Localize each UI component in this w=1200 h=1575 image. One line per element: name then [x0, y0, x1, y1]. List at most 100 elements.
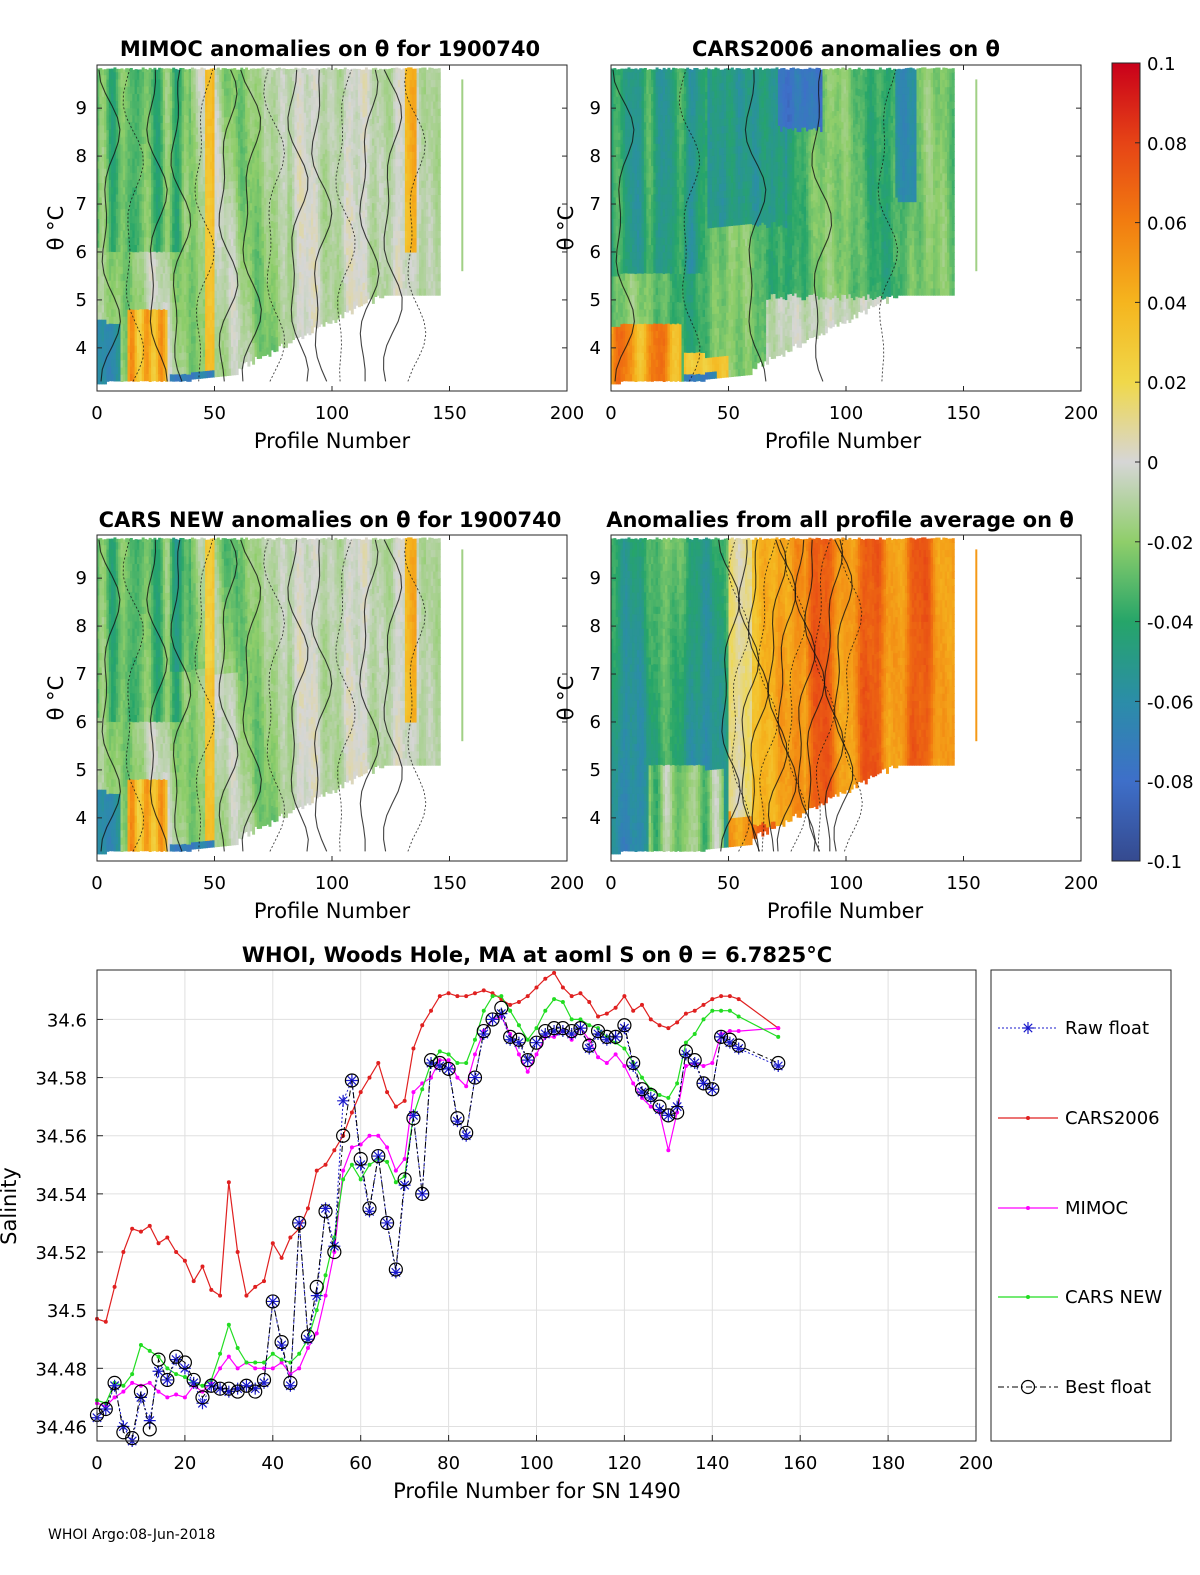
heatmap-cell — [353, 164, 357, 173]
heatmap-cell — [162, 128, 166, 137]
heatmap-cell — [334, 135, 338, 144]
heatmap-cell — [313, 75, 317, 83]
heatmap-cell — [317, 304, 321, 313]
heatmap-cell — [386, 136, 390, 145]
heatmap-cell — [127, 136, 131, 145]
heatmap-cell — [162, 157, 166, 166]
heatmap-cell — [275, 286, 279, 294]
heatmap-cell — [350, 198, 354, 207]
heatmap-cell — [202, 169, 206, 178]
heatmap-cell — [350, 98, 354, 106]
heatmap-cell — [183, 136, 187, 144]
heatmap-cell — [219, 239, 223, 248]
heatmap-cell — [191, 206, 194, 215]
heatmap-cell — [273, 265, 277, 273]
heatmap-cell — [125, 352, 129, 360]
heatmap-cell — [282, 138, 286, 147]
heatmap-cell — [132, 280, 136, 289]
heatmap-cell — [315, 241, 319, 250]
heatmap-cell — [289, 278, 293, 286]
heatmap-cell — [280, 170, 284, 179]
heatmap-cell — [320, 187, 324, 195]
heatmap-cell — [336, 203, 340, 212]
heatmap-cell — [230, 346, 234, 354]
heatmap-cell — [127, 266, 131, 274]
heatmap-cell — [160, 287, 164, 296]
heatmap-cell — [364, 94, 368, 102]
heatmap-cell — [139, 229, 143, 238]
heatmap-cell — [263, 297, 267, 306]
heatmap-cell — [136, 69, 140, 73]
heatmap-cell — [256, 250, 260, 259]
heatmap-cell — [322, 318, 326, 327]
heatmap-cell — [214, 204, 218, 212]
heatmap-cell — [282, 81, 286, 89]
heatmap-cell — [160, 366, 164, 375]
heatmap-cell — [233, 202, 237, 210]
heatmap-cell — [183, 323, 187, 331]
heatmap-cell — [320, 216, 324, 224]
heatmap-cell — [181, 165, 185, 173]
heatmap-cell — [216, 189, 220, 198]
heatmap-cell — [221, 304, 225, 312]
heatmap-cell — [263, 103, 267, 112]
heatmap-cell — [228, 145, 232, 153]
heatmap-cell — [362, 116, 366, 125]
heatmap-cell — [268, 90, 272, 98]
heatmap-cell — [306, 81, 310, 89]
heatmap-cell — [339, 134, 343, 142]
heatmap-cell — [155, 69, 159, 73]
heatmap-cell — [341, 159, 345, 168]
heatmap-cell — [214, 347, 218, 356]
heatmap-cell — [176, 86, 180, 94]
heatmap-cell — [191, 328, 194, 337]
heatmap-cell — [230, 152, 234, 160]
heatmap-cell — [357, 191, 361, 200]
heatmap-cell — [216, 311, 220, 320]
heatmap-cell — [165, 68, 169, 73]
heatmap-cell — [193, 148, 197, 157]
heatmap-cell — [252, 320, 256, 329]
heatmap-cell — [179, 352, 183, 361]
heatmap-cell — [146, 128, 150, 137]
heatmap-cell — [113, 345, 117, 353]
heatmap-cell — [270, 206, 274, 214]
heatmap-cell — [101, 283, 105, 291]
heatmap-cell — [275, 149, 279, 158]
heatmap-cell — [235, 345, 239, 354]
heatmap-cell — [122, 86, 126, 94]
heatmap-cell — [235, 151, 239, 160]
heatmap-cell — [268, 68, 272, 77]
heatmap-cell — [193, 235, 197, 243]
heatmap-cell — [200, 299, 204, 307]
heatmap-cell — [327, 294, 331, 302]
heatmap-cell — [108, 251, 112, 259]
heatmap-cell — [285, 145, 288, 154]
heatmap-cell — [195, 98, 199, 106]
heatmap-cell — [141, 121, 145, 130]
heatmap-cell — [146, 315, 150, 324]
heatmap-cell — [296, 279, 300, 288]
heatmap-cell — [374, 145, 378, 154]
heatmap-cell — [327, 207, 331, 216]
heatmap-cell — [162, 114, 166, 123]
heatmap-cell — [97, 362, 100, 370]
heatmap-cell — [379, 89, 382, 97]
heatmap-cell — [289, 76, 293, 85]
heatmap-cell — [341, 245, 345, 254]
heatmap-cell — [158, 114, 162, 123]
heatmap-cell — [306, 275, 310, 284]
heatmap-cell — [141, 251, 145, 260]
heatmap-cell — [343, 217, 347, 226]
heatmap-cell — [205, 190, 209, 199]
heatmap-cell — [292, 231, 295, 240]
heatmap-cell — [252, 313, 256, 322]
heatmap-cell — [233, 223, 237, 232]
heatmap-cell — [200, 119, 204, 127]
heatmap-cell — [362, 159, 366, 168]
heatmap-cell — [245, 196, 249, 204]
heatmap-cell — [188, 273, 192, 282]
heatmap-cell — [285, 189, 288, 197]
heatmap-cell — [381, 283, 385, 292]
heatmap-cell — [155, 72, 159, 80]
